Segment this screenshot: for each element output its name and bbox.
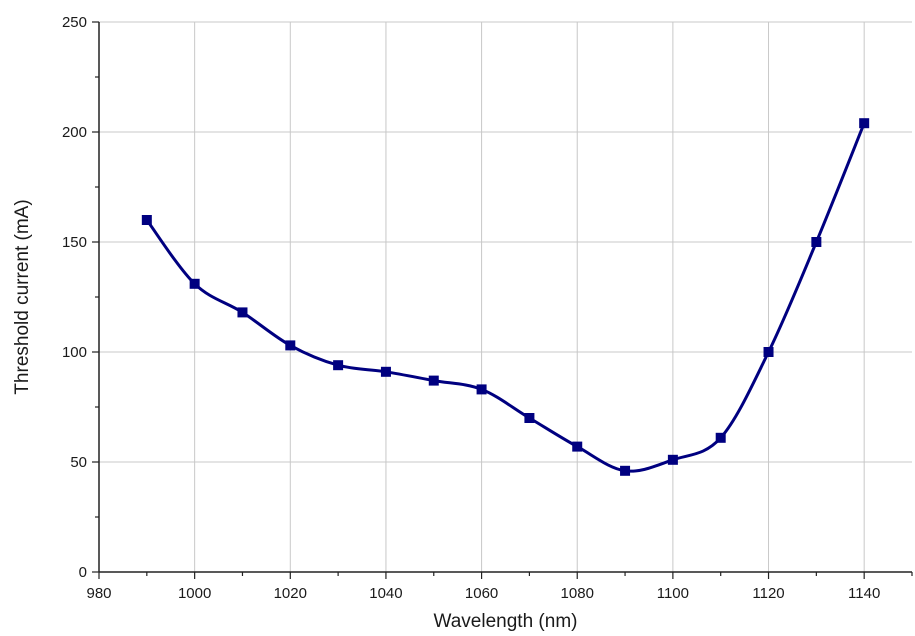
gridlines <box>99 21 912 572</box>
data-point-marker <box>811 237 822 247</box>
y-tick-label: 50 <box>70 454 87 471</box>
x-tick-label: 1120 <box>752 585 784 602</box>
y-tick-label: 250 <box>62 14 87 31</box>
data-point-marker <box>428 375 439 386</box>
x-axis-ticks: 980 1000 1020 1040 1060 1080 1100 1120 1140 <box>86 572 913 602</box>
x-tick-label: 1020 <box>274 585 307 602</box>
data-point-marker <box>524 413 535 423</box>
y-tick-label: 100 <box>62 344 87 361</box>
data-point-marker <box>141 215 152 225</box>
x-tick-label: 1140 <box>848 585 880 602</box>
y-tick-label: 150 <box>62 234 87 251</box>
x-tick-label: 1060 <box>465 585 498 602</box>
data-point-marker <box>859 118 870 129</box>
y-tick-label: 0 <box>79 564 87 581</box>
series-line-layer <box>145 122 866 473</box>
x-tick-label: 1080 <box>561 585 594 602</box>
data-point-marker <box>620 465 631 476</box>
y-axis-title: Threshold current (mA) <box>12 199 33 394</box>
x-tick-label: 1040 <box>369 585 402 602</box>
data-point-marker <box>333 360 344 371</box>
data-point-marker <box>189 278 200 289</box>
data-point-marker <box>715 432 726 443</box>
x-tick-label: 1000 <box>178 585 211 602</box>
data-point-marker <box>667 454 678 465</box>
series-line <box>145 122 866 473</box>
data-point-marker <box>763 347 774 357</box>
x-axis-title: Wavelength (nm) <box>434 611 578 632</box>
x-tick-label: 1100 <box>657 585 689 602</box>
data-point-marker <box>476 384 487 395</box>
x-tick-label: 980 <box>86 585 111 602</box>
axes <box>98 22 912 573</box>
data-point-marker <box>380 366 391 377</box>
series-markers <box>141 118 870 476</box>
data-point-marker <box>285 340 296 351</box>
data-point-marker <box>572 441 583 452</box>
data-point-marker <box>237 307 248 318</box>
y-tick-label: 200 <box>62 124 87 141</box>
y-axis-ticks: 0 50 100 150 200 250 <box>62 14 99 581</box>
